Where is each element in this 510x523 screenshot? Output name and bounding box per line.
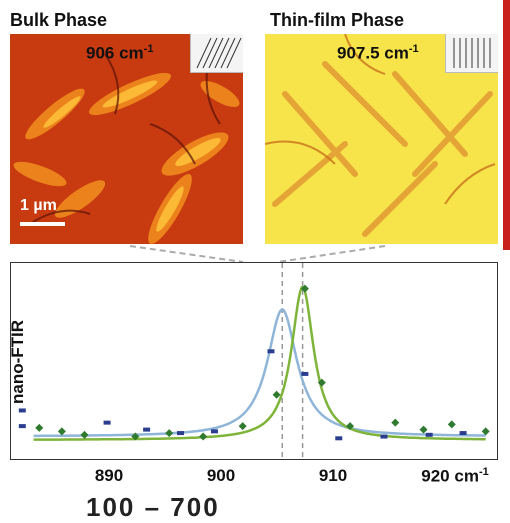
data-point-s1-9 [317, 378, 326, 387]
data-point-s1-12 [419, 425, 428, 434]
data-point-s1-0 [35, 423, 44, 432]
data-point-s1-14 [481, 427, 490, 436]
data-point-s1-10 [346, 422, 355, 431]
data-point-s0-9 [380, 434, 388, 439]
thin-film-wavenumber: 907.5 cm-1 [337, 43, 419, 63]
data-point-s1-4 [165, 429, 174, 438]
scale-bar [20, 222, 65, 226]
spectrum-plot [18, 263, 490, 459]
x-tick-920-unit: 920 cm-1 [421, 466, 489, 486]
bulk-phase-title: Bulk Phase [10, 10, 108, 30]
data-point-s1-13 [447, 420, 456, 429]
bulk-phase-map: 906 cm-1 1 µm [10, 34, 243, 244]
data-point-s0-11 [459, 431, 467, 436]
data-point-s0-4 [177, 431, 185, 436]
data-point-s1-7 [272, 390, 281, 399]
data-point-s0-5 [210, 429, 218, 434]
scale-bar-label: 1 µm [20, 197, 57, 214]
fit-curve-1 [33, 286, 486, 441]
data-point-s1-1 [57, 427, 66, 436]
data-point-s1-11 [391, 418, 400, 427]
thin-film-phase-map: 907.5 cm-1 [265, 34, 498, 244]
data-point-s0-0 [18, 408, 26, 413]
bottom-caption-fragment: 100 – 700 [86, 492, 220, 522]
fit-curve-0 [33, 308, 486, 438]
y-axis-label: nano-FTIR [8, 319, 27, 404]
data-point-s0-1 [18, 424, 26, 429]
data-point-s0-10 [425, 432, 433, 437]
data-point-s1-6 [238, 422, 247, 431]
thin-film-phase-title: Thin-film Phase [270, 10, 405, 30]
x-tick-910: 910 [318, 466, 348, 485]
bulk-wavenumber: 906 cm-1 [86, 43, 154, 63]
bulk-molecule-inset [190, 34, 243, 73]
data-point-s1-3 [131, 432, 140, 441]
data-point-s0-2 [103, 420, 111, 425]
spectrum-plot-frame [10, 262, 498, 460]
data-point-s0-6 [267, 349, 275, 354]
thin-film-molecule-inset [445, 34, 498, 73]
data-point-s1-2 [80, 430, 89, 439]
adjacent-figure-edge [503, 0, 510, 250]
data-point-s1-5 [199, 432, 208, 441]
data-point-s1-8 [300, 284, 309, 293]
data-point-s0-8 [335, 436, 343, 441]
data-point-s0-3 [143, 427, 151, 432]
data-point-s0-7 [301, 371, 309, 376]
x-tick-900: 900 [206, 466, 236, 485]
x-tick-890: 890 [94, 466, 124, 485]
